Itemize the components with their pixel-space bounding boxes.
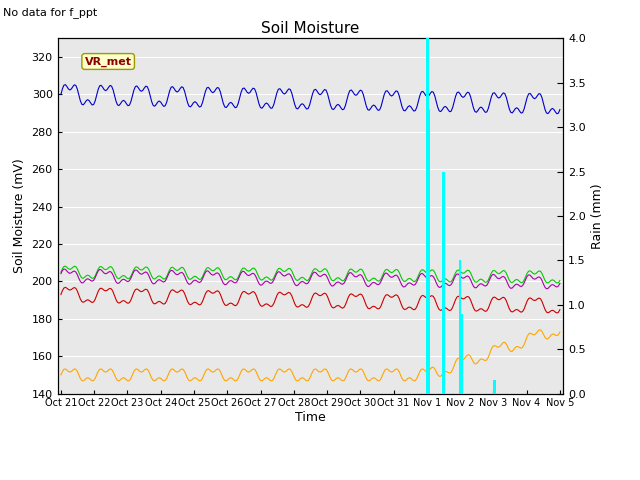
Bar [428,109,430,394]
Bar [426,38,429,394]
Text: No data for f_ppt: No data for f_ppt [3,7,97,18]
Text: VR_met: VR_met [84,56,132,67]
Bar [459,260,461,394]
Title: Soil Moisture: Soil Moisture [261,21,360,36]
Legend: SM 1, SM 2, SM 3, SM 4, SM 5, Precip_mm: SM 1, SM 2, SM 3, SM 4, SM 5, Precip_mm [108,477,513,480]
Bar [493,380,495,394]
Bar [442,171,445,394]
Bar [460,314,463,394]
X-axis label: Time: Time [295,411,326,424]
Y-axis label: Rain (mm): Rain (mm) [591,183,604,249]
Y-axis label: Soil Moisture (mV): Soil Moisture (mV) [13,158,26,274]
